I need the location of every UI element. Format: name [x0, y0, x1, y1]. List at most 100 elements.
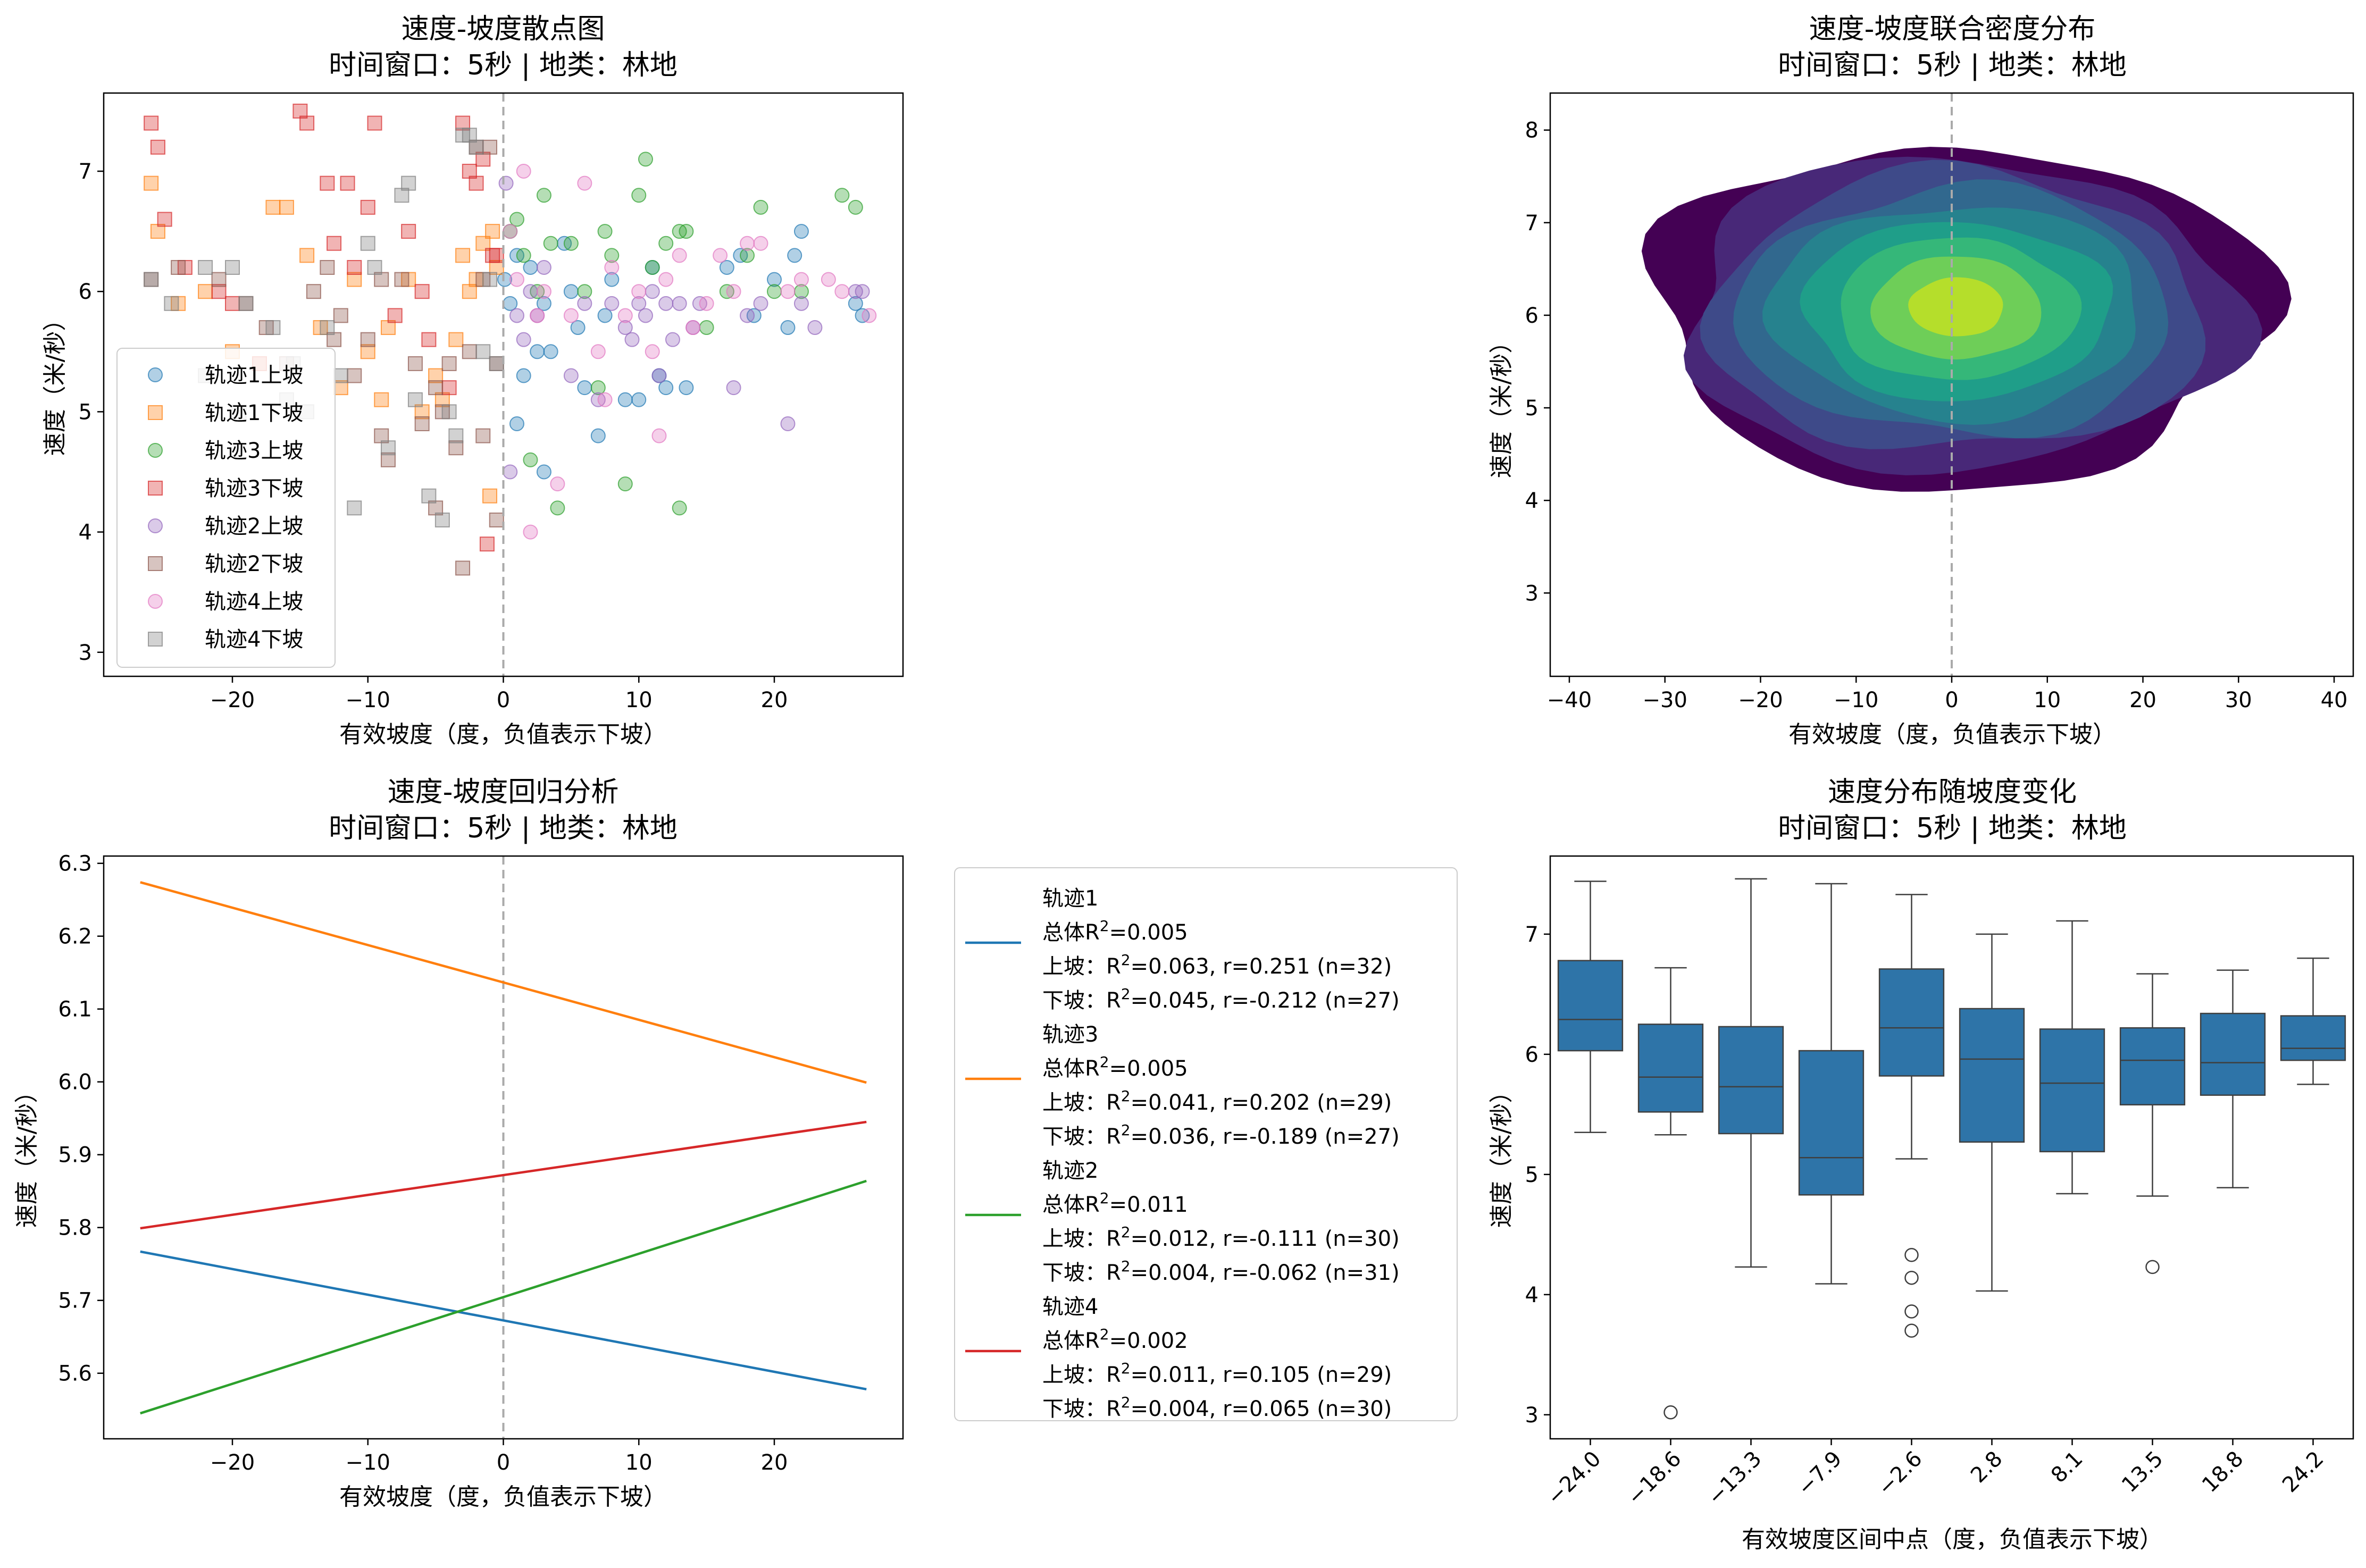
scatter-point	[401, 175, 416, 191]
box-frame	[1549, 855, 2354, 1440]
regression-x-label: 有效坡度（度，负值表示下坡）	[339, 1483, 667, 1511]
scatter-point	[536, 284, 551, 299]
scatter-point	[536, 464, 551, 480]
box-x-tick-label: −24.0	[1542, 1447, 1606, 1510]
regression-legend-total: 总体R2=0.002	[1042, 1326, 1188, 1353]
scatter-point	[347, 500, 362, 516]
regression-y-tick-label: 5.6	[58, 1362, 92, 1386]
scatter-point	[516, 248, 531, 263]
regression-legend-downhill: 下坡：R2=0.004, r=-0.062 (n=31)	[1042, 1257, 1400, 1285]
regression-legend-uphill: 上坡：R2=0.011, r=0.105 (n=29)	[1042, 1360, 1392, 1387]
scatter-point	[469, 175, 484, 191]
scatter-legend-label: 轨迹2上坡	[205, 514, 303, 539]
scatter-point	[590, 344, 606, 359]
scatter-point	[523, 524, 538, 540]
scatter-point	[489, 248, 504, 263]
box-body	[1878, 968, 1945, 1077]
scatter-point	[577, 380, 592, 396]
scatter-point	[597, 392, 613, 407]
kde-x-tick-label: −20	[1738, 688, 1783, 712]
scatter-point	[327, 236, 342, 251]
scatter-legend-marker	[148, 556, 163, 571]
scatter-point	[441, 380, 457, 396]
scatter-point	[604, 248, 620, 263]
box-x-tick-label: −13.3	[1703, 1447, 1766, 1510]
scatter-point	[590, 428, 606, 443]
regression-line	[140, 1179, 867, 1415]
scatter-point	[617, 308, 633, 323]
scatter-legend-marker	[148, 481, 163, 496]
scatter-point	[740, 236, 755, 251]
regression-legend-name: 轨迹2	[1042, 1159, 1098, 1183]
scatter-point	[497, 272, 513, 287]
kde-y-label: 速度（米/秒）	[1488, 330, 1515, 479]
box-body	[2119, 1027, 2186, 1106]
scatter-point	[475, 428, 491, 443]
scatter-point	[780, 320, 796, 336]
scatter-point	[617, 476, 633, 492]
scatter-point	[740, 308, 755, 323]
scatter-point	[726, 380, 741, 396]
regression-legend-total: 总体R2=0.005	[1042, 917, 1188, 945]
scatter-y-tick-label: 3	[79, 641, 92, 665]
scatter-point	[516, 332, 531, 347]
scatter-point	[279, 199, 294, 215]
box-y-tick-label: 6	[1525, 1043, 1539, 1067]
scatter-legend-label: 轨迹3下坡	[205, 476, 303, 501]
scatter-x-tick-label: −10	[346, 688, 390, 712]
scatter-point	[407, 392, 423, 407]
scatter-legend-box	[116, 348, 336, 668]
scatter-point	[834, 284, 850, 299]
box-outlier	[1904, 1270, 1919, 1285]
scatter-point	[265, 199, 281, 215]
regression-x-tick-label: −10	[346, 1450, 390, 1475]
scatter-point	[421, 332, 437, 347]
scatter-point	[374, 392, 389, 407]
scatter-point	[347, 368, 362, 383]
scatter-point	[144, 175, 159, 191]
box-body	[1637, 1024, 1704, 1113]
box-x-tick-label: 13.5	[2117, 1447, 2168, 1498]
scatter-point	[360, 236, 375, 251]
scatter-point	[624, 332, 640, 347]
scatter-point	[509, 416, 524, 432]
scatter-point	[434, 512, 450, 527]
scatter-point	[719, 259, 734, 275]
scatter-point	[536, 259, 551, 275]
box-x-tick-label: 18.8	[2197, 1447, 2248, 1498]
box-outlier	[1904, 1304, 1919, 1319]
regression-legend-box	[954, 867, 1458, 1421]
scatter-point	[658, 236, 674, 251]
regression-subtitle: 时间窗口：5秒 | 地类：林地	[329, 812, 678, 844]
regression-line	[140, 881, 867, 1084]
scatter-point	[462, 344, 477, 359]
scatter-legend-label: 轨迹4下坡	[205, 627, 303, 652]
scatter-x-tick-label: −20	[210, 688, 255, 712]
scatter-point	[645, 344, 660, 359]
regression-x-tick-label: 0	[497, 1450, 510, 1475]
scatter-point	[475, 344, 491, 359]
box-body	[2280, 1015, 2346, 1061]
scatter-point	[563, 308, 579, 323]
kde-x-tick-label: 10	[2034, 688, 2061, 712]
scatter-point	[651, 368, 667, 383]
scatter-point	[536, 188, 551, 203]
regression-x-tick-label: −20	[210, 1450, 255, 1475]
scatter-point	[489, 356, 504, 371]
scatter-point	[150, 139, 165, 155]
scatter-point	[699, 320, 714, 336]
regression-legend-total: 总体R2=0.011	[1042, 1189, 1188, 1217]
scatter-point	[523, 452, 538, 467]
scatter-point	[604, 296, 620, 311]
regression-legend-downhill: 下坡：R2=0.004, r=0.065 (n=30)	[1042, 1394, 1392, 1421]
scatter-point	[590, 380, 606, 396]
box-x-tick-label: 8.1	[2046, 1447, 2088, 1488]
scatter-y-tick-label: 7	[79, 160, 92, 184]
scatter-point	[780, 284, 796, 299]
scatter-legend-label: 轨迹3上坡	[205, 439, 303, 463]
regression-line	[140, 1250, 867, 1391]
scatter-point	[753, 236, 768, 251]
scatter-point	[848, 296, 863, 311]
scatter-point	[211, 272, 227, 287]
